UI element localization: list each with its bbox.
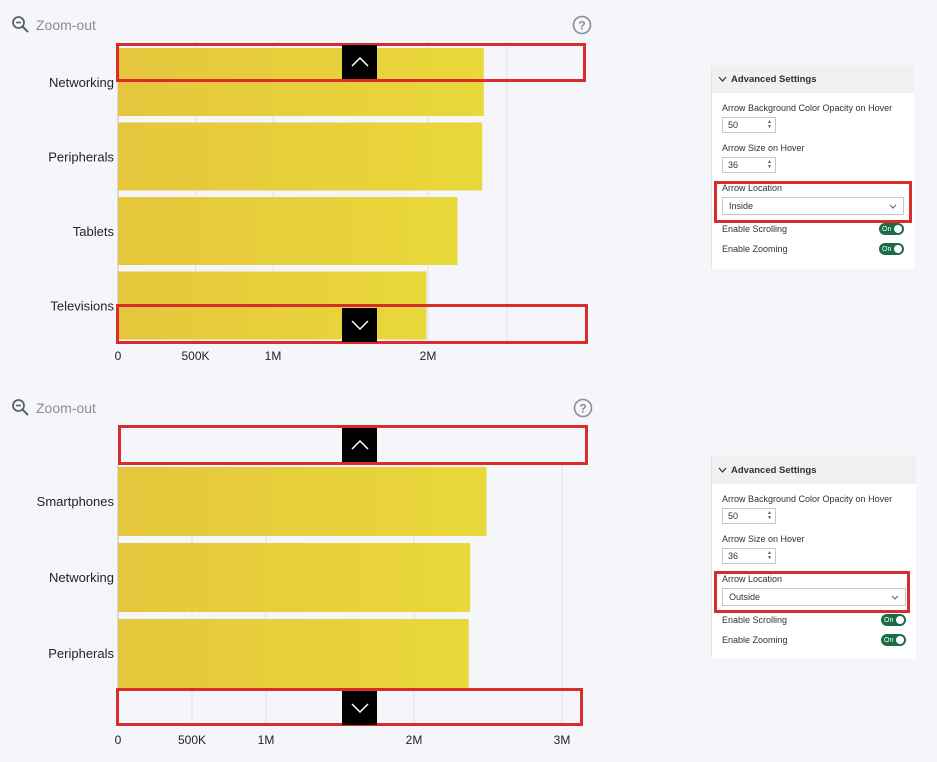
advanced-settings-panel-bottom: Advanced Settings Arrow Background Color… — [711, 456, 916, 658]
enable-zooming-toggle[interactable]: On — [879, 243, 904, 255]
highlight-arrow-location-top — [714, 181, 912, 223]
scroll-down-button[interactable] — [342, 691, 377, 725]
chevron-down-icon — [891, 595, 899, 600]
bar-peripherals[interactable] — [118, 122, 483, 191]
spinner-arrows-icon[interactable]: ▲ ▼ — [767, 159, 772, 170]
scroll-up-button[interactable] — [342, 45, 377, 79]
enable-scrolling-toggle[interactable]: On — [879, 223, 904, 235]
arrow-location-label: Arrow Location — [722, 183, 783, 193]
bar-smartphones[interactable] — [118, 467, 487, 536]
arrow-size-spinner[interactable]: 36 ▲ ▼ — [722, 548, 776, 564]
chevron-down-icon — [350, 320, 369, 330]
arrow-size-label: Arrow Size on Hover — [722, 143, 805, 153]
scroll-down-button[interactable] — [342, 308, 377, 342]
highlight-bottom-arrow-inside — [116, 304, 588, 344]
svg-text:?: ? — [579, 402, 586, 416]
category-label: Smartphones — [37, 494, 115, 509]
spinner-arrows-icon[interactable]: ▲ ▼ — [767, 550, 772, 561]
chevron-down-icon — [889, 204, 897, 209]
bar-peripherals[interactable] — [118, 619, 469, 688]
zoom-out-icon — [12, 399, 29, 416]
bar-tablets[interactable] — [118, 197, 458, 265]
enable-scrolling-toggle[interactable]: On — [881, 614, 906, 626]
enable-zooming-label: Enable Zooming — [722, 635, 788, 645]
x-tick-label: 500K — [181, 349, 209, 363]
x-tick-label: 2M — [406, 733, 423, 747]
arrow-location-label: Arrow Location — [722, 574, 783, 584]
advanced-settings-header[interactable]: Advanced Settings — [712, 65, 914, 93]
enable-zooming-toggle[interactable]: On — [881, 634, 906, 646]
chevron-down-icon — [718, 467, 727, 473]
advanced-settings-panel-top: Advanced Settings Arrow Background Color… — [711, 65, 914, 269]
arrow-size-spinner[interactable]: 36 ▲ ▼ — [722, 157, 776, 173]
opacity-spinner[interactable]: 50 ▲ ▼ — [722, 117, 776, 133]
enable-scrolling-label: Enable Scrolling — [722, 224, 788, 234]
category-label: Televisions — [50, 299, 114, 314]
chevron-up-icon — [350, 57, 369, 67]
svg-text:?: ? — [578, 19, 585, 33]
category-label: Tablets — [73, 224, 115, 239]
x-tick-label: 0 — [115, 349, 122, 363]
highlight-arrow-location-bottom — [714, 571, 910, 613]
bar-chart-bottom: 0 500K 1M 2M 3M Smartphones Networking Peripher… — [37, 465, 571, 747]
enable-zooming-label: Enable Zooming — [722, 244, 788, 254]
chevron-down-icon — [350, 703, 369, 713]
x-tick-label: 1M — [265, 349, 282, 363]
highlight-top-arrow-inside — [116, 43, 586, 82]
zoom-out-button[interactable]: Zoom-out — [11, 398, 96, 417]
bar-networking[interactable] — [118, 48, 484, 116]
category-label: Peripherals — [48, 150, 114, 165]
zoom-out-button[interactable]: Zoom-out — [11, 15, 96, 34]
category-label: Networking — [49, 75, 114, 90]
chevron-down-icon — [718, 76, 727, 82]
x-tick-label: 2M — [420, 349, 437, 363]
x-tick-label: 3M — [554, 733, 571, 747]
chevron-up-icon — [350, 440, 369, 450]
x-tick-label: 500K — [178, 733, 206, 747]
opacity-spinner[interactable]: 50 ▲ ▼ — [722, 508, 776, 524]
enable-scrolling-label: Enable Scrolling — [722, 615, 788, 625]
help-icon[interactable]: ? — [573, 398, 593, 418]
arrow-location-select[interactable]: Outside — [722, 588, 906, 606]
spinner-arrows-icon[interactable]: ▲ ▼ — [767, 510, 772, 521]
category-label: Networking — [49, 570, 114, 585]
zoom-out-icon — [12, 16, 29, 33]
x-tick-label: 1M — [258, 733, 275, 747]
x-tick-label: 0 — [115, 733, 122, 747]
help-icon[interactable]: ? — [572, 15, 592, 35]
scroll-up-button[interactable] — [342, 428, 377, 462]
opacity-label: Arrow Background Color Opacity on Hover — [722, 103, 893, 113]
spinner-arrows-icon[interactable]: ▲ ▼ — [767, 119, 772, 130]
zoom-out-label: Zoom-out — [36, 16, 96, 33]
advanced-settings-header[interactable]: Advanced Settings — [712, 456, 916, 484]
opacity-label: Arrow Background Color Opacity on Hover — [722, 494, 893, 504]
category-label: Peripherals — [48, 646, 114, 661]
highlight-top-arrow-outside — [118, 425, 588, 465]
zoom-out-label: Zoom-out — [36, 399, 96, 416]
arrow-location-select[interactable]: Inside — [722, 197, 904, 215]
bar-networking[interactable] — [118, 543, 471, 612]
arrow-size-label: Arrow Size on Hover — [722, 534, 805, 544]
